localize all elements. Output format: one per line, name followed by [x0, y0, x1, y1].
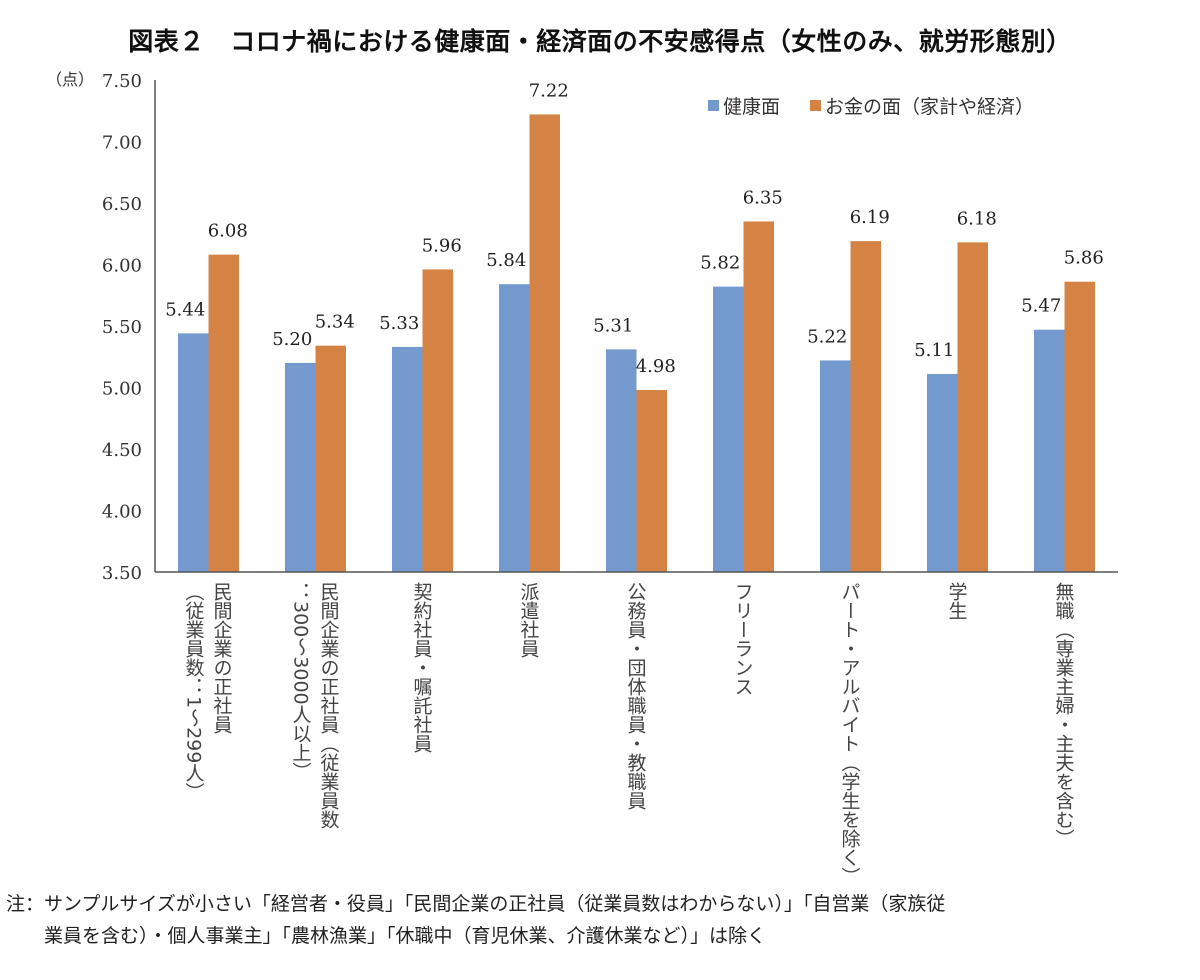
data-label: 5.34 [315, 312, 355, 333]
x-tick-label-line: 学生 [945, 582, 968, 620]
data-label: 6.08 [208, 221, 248, 242]
bar-money [422, 269, 453, 572]
y-tick-label: 3.50 [102, 563, 142, 584]
legend-label-health: 健康面 [723, 96, 781, 118]
x-tick-label: 無職（専業主婦・主夫を含む） [1051, 582, 1077, 848]
data-label: 5.84 [486, 250, 526, 271]
y-tick-label: 6.00 [102, 256, 142, 277]
x-tick-label: 民間企業の正社員（従業員数 ：300～3000人以上） [288, 582, 342, 829]
legend-item-money: お金の面（家計や経済） [810, 92, 1034, 119]
data-label: 5.33 [379, 313, 419, 334]
data-label: 4.98 [636, 356, 676, 377]
x-tick-label: 派遣社員 [516, 582, 542, 658]
bar-health [285, 362, 316, 572]
bar-money [850, 241, 881, 572]
footnote-line-2: 業員を含む）・個人事業主」「農林漁業」「休職中（育児休業、介護休業など）」は除く [44, 925, 767, 947]
bar-health [927, 373, 958, 572]
bar-money [315, 345, 346, 572]
data-label: 5.82 [700, 253, 740, 274]
bar-health [606, 349, 637, 572]
bar-health [499, 284, 530, 572]
y-tick-label: 5.00 [102, 379, 142, 400]
x-axis-labels: 民間企業の正社員 （従業員数：1～299人） 民間企業の正社員（従業員数 ：300～3… [0, 582, 1200, 886]
bar-health [178, 333, 209, 572]
x-tick-label-line: （従業員数：1～299人） [182, 582, 205, 802]
data-label: 5.31 [593, 315, 633, 336]
y-tick-label: 4.50 [102, 440, 142, 461]
data-label: 7.22 [529, 80, 569, 101]
x-tick-label-line: 民間企業の正社員 [210, 582, 233, 734]
data-label: 5.22 [807, 326, 847, 347]
x-tick-label-line: 無職（専業主婦・主夫を含む） [1052, 582, 1075, 848]
y-tick-label: 5.50 [102, 317, 142, 338]
y-axis-unit-label: （点） [46, 70, 95, 89]
x-tick-label: 学生 [944, 582, 970, 620]
data-label: 6.19 [850, 207, 890, 228]
chart-title: 図表２ コロナ禍における健康面・経済面の不安感得点（女性のみ、就労形態別） [128, 27, 1072, 56]
bar-health [392, 346, 423, 572]
legend: 健康面 お金の面（家計や経済） [708, 92, 1034, 119]
y-tick-label: 6.50 [102, 194, 142, 215]
data-label: 5.11 [914, 340, 954, 361]
footnote-line-1: 注：サンプルサイズが小さい「経営者・役員」「民間企業の正社員（従業員数はわからな… [6, 893, 946, 915]
legend-label-money: お金の面（家計や経済） [825, 96, 1035, 118]
legend-swatch-money [810, 100, 822, 111]
x-tick-label-line: 民間企業の正社員（従業員数 [317, 582, 340, 829]
bar-money [957, 242, 988, 573]
legend-item-health: 健康面 [708, 92, 780, 119]
bar-health [820, 360, 851, 572]
y-tick-label: 4.00 [102, 502, 142, 523]
x-tick-label: パート・アルバイト（学生を除く） [837, 582, 863, 886]
data-label: 5.44 [165, 299, 205, 320]
x-tick-label: 民間企業の正社員 （従業員数：1～299人） [181, 582, 235, 801]
data-label: 6.35 [743, 187, 783, 208]
y-tick-label: 7.00 [102, 133, 142, 154]
bar-health [1034, 329, 1065, 572]
x-tick-label-line: ：300～3000人以上） [289, 582, 312, 781]
x-tick-label-line: 契約社員・嘱託社員 [410, 582, 433, 753]
data-label: 5.96 [422, 235, 462, 256]
x-tick-label-line: 公務員・団体職員・教職員 [624, 582, 647, 810]
bar-health [713, 286, 744, 572]
x-tick-label-line: パート・アルバイト（学生を除く） [838, 582, 861, 886]
data-label: 5.47 [1021, 296, 1061, 317]
footnote: 注：サンプルサイズが小さい「経営者・役員」「民間企業の正社員（従業員数はわからな… [6, 888, 945, 952]
x-tick-label-line: 派遣社員 [517, 582, 540, 658]
bar-money [529, 114, 560, 572]
x-tick-label-line: フリーランス [731, 582, 754, 696]
bar-money [743, 221, 774, 572]
data-label: 6.18 [957, 208, 997, 229]
bar-money [208, 254, 239, 572]
x-tick-label: 契約社員・嘱託社員 [409, 582, 435, 753]
y-tick-label: 7.50 [102, 71, 142, 92]
x-tick-label: フリーランス [730, 582, 756, 696]
x-tick-label: 公務員・団体職員・教職員 [623, 582, 649, 810]
legend-swatch-health [708, 100, 719, 111]
bar-money [1064, 281, 1095, 572]
bar-money [636, 389, 667, 572]
data-label: 5.20 [272, 329, 312, 350]
data-label: 5.86 [1064, 248, 1104, 269]
